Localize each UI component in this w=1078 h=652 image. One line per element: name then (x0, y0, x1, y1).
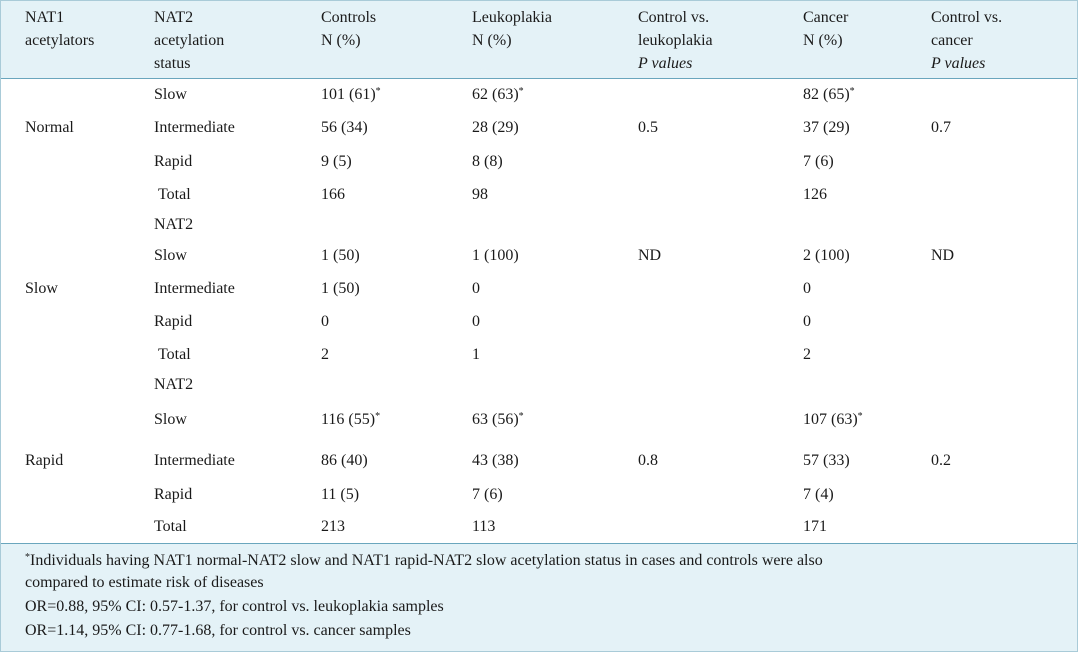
group-label-slow: Slow (25, 280, 58, 297)
cancer-cell: 82 (65)* (803, 86, 855, 103)
leuk-cell: 113 (472, 518, 496, 535)
pvalue-leuk-rapid: 0.8 (638, 452, 658, 469)
status-cell: Slow (154, 86, 187, 103)
controls-cell: 101 (61)* (321, 86, 381, 103)
cancer-cell: 126 (803, 186, 827, 203)
controls-cell: 116 (55)* (321, 411, 381, 428)
controls-cell: 0 (321, 313, 329, 330)
status-cell: Slow (154, 247, 187, 264)
leuk-cell: 1 (100) (472, 247, 519, 264)
header-control-vs-leukoplakia: Control vs. leukoplakia P values (638, 9, 713, 72)
leuk-cell: 7 (6) (472, 486, 503, 503)
group-sublabel-slow: NAT2 (154, 216, 194, 233)
status-cell: Slow (154, 411, 187, 428)
leuk-cell: 43 (38) (472, 452, 519, 469)
table-header: NAT1 acetylators NAT2 acetylation status… (1, 1, 1077, 79)
header-controls: Controls N (%) (321, 9, 377, 49)
controls-cell: 166 (321, 186, 345, 203)
controls-cell: 11 (5) (321, 486, 360, 503)
cancer-cell: 0 (803, 280, 811, 297)
status-cell: Total (158, 346, 191, 363)
header-cancer: Cancer N (%) (803, 9, 849, 49)
controls-cell: 56 (34) (321, 119, 368, 136)
status-cell: Intermediate (154, 452, 235, 469)
pvalue-leuk-normal: 0.5 (638, 119, 658, 136)
status-cell: Total (154, 518, 187, 535)
status-cell: Rapid (154, 153, 193, 170)
footnote-significance-cont: compared to estimate risk of diseases (25, 574, 264, 591)
cancer-cell: 2 (803, 346, 811, 363)
group-label-normal: Normal (25, 119, 74, 136)
status-cell: Intermediate (154, 119, 235, 136)
footnote-significance: *Individuals having NAT1 normal-NAT2 slo… (25, 552, 823, 569)
cancer-cell: 171 (803, 518, 827, 535)
header-leukoplakia: Leukoplakia N (%) (472, 9, 552, 49)
leuk-cell: 0 (472, 280, 480, 297)
controls-cell: 86 (40) (321, 452, 368, 469)
header-nat1: NAT1 acetylators (25, 9, 95, 49)
controls-cell: 213 (321, 518, 345, 535)
group-sublabel-rapid: NAT2 (154, 376, 194, 393)
status-cell: Rapid (154, 313, 193, 330)
controls-cell: 2 (321, 346, 329, 363)
pvalue-cancer-slow: ND (931, 247, 955, 264)
pvalue-cancer-rapid: 0.2 (931, 452, 951, 469)
leuk-cell: 0 (472, 313, 480, 330)
cancer-cell: 57 (33) (803, 452, 850, 469)
controls-cell: 9 (5) (321, 153, 352, 170)
footnote-or-cancer: OR=1.14, 95% CI: 0.77-1.68, for control … (25, 622, 411, 639)
leuk-cell: 28 (29) (472, 119, 519, 136)
group-label-rapid: Rapid (25, 452, 64, 469)
leuk-cell: 62 (63)* (472, 86, 524, 103)
table-body: Normal 0.5 0.7 Slow 101 (61)* 62 (63)* 8… (1, 79, 1077, 544)
footnote-or-leukoplakia: OR=0.88, 95% CI: 0.57-1.37, for control … (25, 598, 444, 615)
pvalue-leuk-slow: ND (638, 247, 662, 264)
cancer-cell: 7 (4) (803, 486, 834, 503)
cancer-cell: 37 (29) (803, 119, 850, 136)
cancer-cell: 0 (803, 313, 811, 330)
leuk-cell: 8 (8) (472, 153, 503, 170)
status-cell: Total (158, 186, 191, 203)
header-nat2: NAT2 acetylation status (154, 9, 225, 72)
header-control-vs-cancer: Control vs. cancer P values (931, 9, 1003, 72)
leuk-cell: 63 (56)* (472, 411, 524, 428)
cancer-cell: 107 (63)* (803, 411, 863, 428)
controls-cell: 1 (50) (321, 247, 360, 264)
leuk-cell: 98 (472, 186, 488, 203)
table-footnotes: *Individuals having NAT1 normal-NAT2 slo… (1, 544, 1077, 651)
pvalue-cancer-normal: 0.7 (931, 119, 951, 136)
cancer-cell: 2 (100) (803, 247, 850, 264)
leuk-cell: 1 (472, 346, 480, 363)
cancer-cell: 7 (6) (803, 153, 834, 170)
status-cell: Intermediate (154, 280, 235, 297)
status-cell: Rapid (154, 486, 193, 503)
controls-cell: 1 (50) (321, 280, 360, 297)
